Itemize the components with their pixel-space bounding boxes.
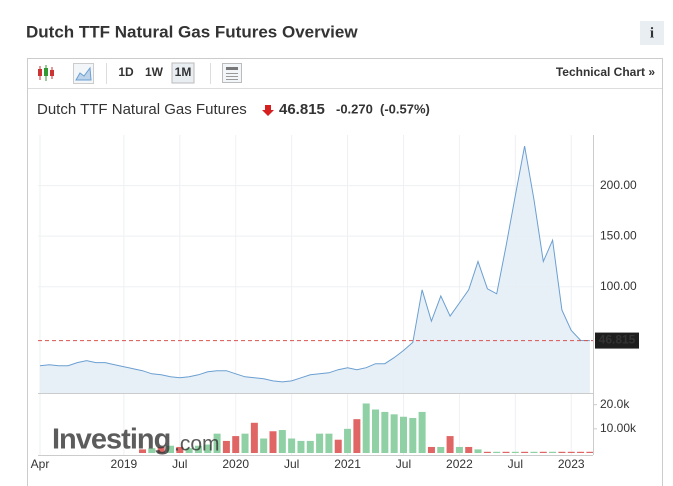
x-tick-label: Jul [508, 457, 523, 471]
volume-bar [409, 417, 417, 453]
volume-bar [278, 430, 286, 453]
last-price-marker [595, 332, 639, 349]
volume-bar [166, 445, 174, 453]
volume-bar [493, 451, 501, 453]
x-tick-label: 2022 [446, 457, 473, 471]
volume-bar [297, 440, 305, 453]
volume-bar [558, 451, 566, 453]
volume-bar [567, 451, 575, 453]
info-button[interactable] [640, 21, 664, 45]
volume-bar [222, 440, 230, 453]
volume-bar [521, 451, 529, 453]
x-tick-label: 2020 [222, 457, 249, 471]
volume-bar [446, 436, 454, 453]
widget-frame [27, 58, 663, 486]
logo: Investing [52, 424, 170, 456]
x-tick-label: Jul [284, 457, 299, 471]
chart-title: Dutch TTF Natural Gas Futures [37, 101, 247, 118]
y-tick-label: 200.00 [600, 178, 637, 192]
volume-bar [241, 433, 249, 453]
volume-bar [306, 440, 314, 453]
volume-bar [381, 411, 389, 453]
volume-bar [232, 436, 240, 453]
x-tick-label: 2023 [558, 457, 585, 471]
period-button[interactable]: 1W [145, 65, 164, 79]
volume-bar [139, 449, 147, 453]
volume-bar [288, 438, 296, 453]
last-price: 46.815 [279, 101, 325, 118]
y-tick-label: 150.00 [600, 228, 637, 242]
volume-bar [185, 448, 193, 453]
volume-bar [325, 433, 333, 453]
volume-bar [455, 446, 463, 453]
volume-bar [204, 444, 212, 453]
volume-bar [176, 446, 184, 453]
volume-bar [194, 445, 202, 453]
volume-bar [465, 446, 473, 453]
table-icon[interactable] [222, 63, 242, 83]
volume-bar [474, 449, 482, 453]
volume-bar [344, 428, 352, 453]
x-tick-label: Jul [396, 457, 411, 471]
candle-icon[interactable] [38, 65, 54, 81]
volume-tick-label: 20.0k [600, 397, 630, 411]
volume-bar [427, 446, 435, 453]
info-icon[interactable]: i [650, 25, 654, 41]
volume-bar [362, 403, 370, 453]
volume-bar [250, 422, 258, 453]
period-button[interactable]: 1D [118, 65, 134, 79]
volume-bar [530, 451, 538, 453]
volume-bar [549, 451, 557, 453]
x-tick-label: Jul [172, 457, 187, 471]
volume-bar [577, 451, 585, 453]
period-button[interactable]: 1M [175, 65, 192, 79]
volume-bar [418, 411, 426, 453]
volume-bar [511, 451, 519, 453]
volume-bar [316, 433, 324, 453]
price-change: -0.270 [336, 101, 373, 116]
volume-bar [269, 431, 277, 453]
price-change-pct: (-0.57%) [380, 101, 430, 116]
price-line [39, 146, 590, 383]
selected-period-box[interactable] [171, 62, 195, 84]
volume-bar [437, 446, 445, 453]
volume-bar [334, 439, 342, 453]
volume-bar [390, 414, 398, 453]
volume-bar [213, 433, 221, 453]
volume-bar [539, 451, 547, 453]
volume-bar [353, 419, 361, 453]
area-icon[interactable] [73, 63, 94, 84]
volume-bar [502, 451, 510, 453]
volume-bar [372, 409, 380, 453]
volume-tick-label: 10.00k [600, 421, 637, 435]
logo-suffix: .com [174, 433, 220, 456]
volume-bar [260, 438, 268, 453]
x-tick-label: 2019 [111, 457, 138, 471]
volume-bar [586, 451, 594, 453]
volume-bar [399, 416, 407, 453]
volume-bar [157, 446, 165, 453]
volume-bar [483, 451, 491, 453]
x-tick-label: 2021 [334, 457, 361, 471]
technical-chart-link[interactable]: Technical Chart » [556, 65, 655, 79]
last-price-label: 46.815 [599, 333, 636, 347]
price-area [40, 146, 590, 393]
page-title: Dutch TTF Natural Gas Futures Overview [26, 22, 358, 41]
x-tick-label: Apr [31, 457, 50, 471]
volume-bar [148, 448, 156, 453]
y-tick-label: 100.00 [600, 279, 637, 293]
down-arrow [262, 105, 274, 116]
